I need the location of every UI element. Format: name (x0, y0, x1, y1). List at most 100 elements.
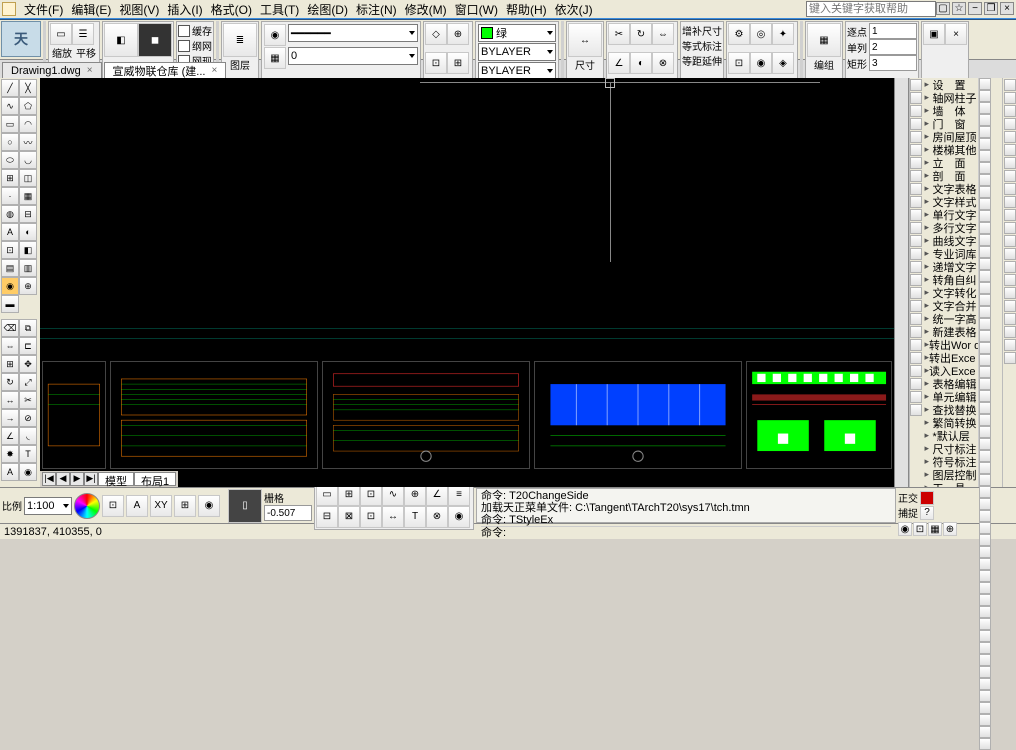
grid-icon[interactable] (979, 198, 991, 210)
ricon[interactable] (910, 313, 922, 325)
menu-file[interactable]: 文件(F) (20, 1, 67, 18)
ricon[interactable] (910, 391, 922, 403)
grid-icon[interactable] (979, 546, 991, 558)
grid-icon[interactable] (979, 642, 991, 654)
mod-text[interactable]: T (19, 445, 37, 463)
help-search-input[interactable] (806, 1, 936, 17)
grid-icon[interactable] (979, 150, 991, 162)
snap-toggle[interactable]: ? (920, 506, 934, 520)
tool-insert[interactable]: ⊞ (1, 169, 19, 187)
ricon[interactable] (910, 235, 922, 247)
tool-xline[interactable]: ╳ (19, 79, 37, 97)
ricon[interactable] (910, 248, 922, 260)
grid-icon[interactable] (979, 126, 991, 138)
linetype-combo[interactable]: ━━━━━━ (288, 24, 418, 42)
layer-zero-combo[interactable]: 0 (288, 47, 418, 65)
sb8[interactable]: ⊟ (316, 506, 338, 528)
ricon[interactable] (1004, 157, 1016, 169)
ricon[interactable] (910, 183, 922, 195)
ricon[interactable] (1004, 118, 1016, 130)
grid-icon[interactable] (979, 630, 991, 642)
layer-manager-button[interactable]: ≣ (223, 23, 257, 57)
grid-icon[interactable] (979, 558, 991, 570)
tool-hatch[interactable]: ▦ (19, 187, 37, 205)
ricon[interactable] (910, 105, 922, 117)
ricon[interactable] (910, 365, 922, 377)
grid-icon[interactable] (979, 714, 991, 726)
grid-icon[interactable] (979, 618, 991, 630)
viewtool-lbl2[interactable]: 平移 (74, 45, 98, 60)
grid-icon[interactable] (979, 330, 991, 342)
tool-ellarc[interactable]: ◡ (19, 151, 37, 169)
dim-lbl-1[interactable]: 增补尺寸 (682, 23, 722, 38)
tool-circle[interactable]: ○ (1, 133, 19, 151)
mod-1[interactable]: ✂ (608, 23, 630, 45)
ricon[interactable] (1004, 352, 1016, 364)
ricon[interactable] (1004, 209, 1016, 221)
tool-polygon[interactable]: ⬠ (19, 97, 37, 115)
grid-icon[interactable] (979, 294, 991, 306)
ricon[interactable] (910, 157, 922, 169)
chk-1[interactable] (178, 25, 190, 37)
tool-region[interactable]: ◍ (1, 205, 19, 223)
sb13[interactable]: ⊗ (426, 506, 448, 528)
mod-4[interactable]: ∠ (608, 52, 630, 74)
grid-icon[interactable] (979, 450, 991, 462)
mod-2[interactable]: ↻ (630, 23, 652, 45)
grid-icon[interactable] (979, 570, 991, 582)
close-icon[interactable]: × (211, 65, 217, 76)
ortho-toggle[interactable] (920, 491, 934, 505)
vertical-scrollbar[interactable] (894, 78, 908, 487)
tool-spline[interactable]: 〰 (19, 133, 37, 151)
sb11[interactable]: ↔ (382, 506, 404, 528)
tool-block[interactable]: ◫ (19, 169, 37, 187)
ricon[interactable] (910, 118, 922, 130)
viewtool-1[interactable]: ▭ (50, 23, 72, 45)
menu-window[interactable]: 窗口(W) (451, 1, 502, 18)
mod-rotate[interactable]: ↻ (1, 373, 19, 391)
tool-table[interactable]: ⊟ (19, 205, 37, 223)
grid-icon[interactable] (979, 678, 991, 690)
sb10[interactable]: ⊡ (360, 506, 382, 528)
ricon[interactable] (910, 209, 922, 221)
info-icon[interactable]: ▢ (936, 2, 950, 15)
mod-trim[interactable]: ✂ (19, 391, 37, 409)
tool-extra6[interactable]: ▬ (1, 295, 19, 313)
ricon[interactable] (910, 287, 922, 299)
mod-mirror[interactable]: ⇔ (1, 337, 19, 355)
thumb-3[interactable] (322, 361, 530, 469)
grid-icon[interactable] (979, 654, 991, 666)
grid-icon[interactable] (979, 114, 991, 126)
grid-icon[interactable] (979, 426, 991, 438)
grid-icon[interactable] (979, 318, 991, 330)
doc-tab-2[interactable]: 宣威物联仓库 (建...× (104, 62, 227, 78)
snap-2[interactable]: ⊕ (447, 23, 469, 45)
ricon[interactable] (910, 144, 922, 156)
tool-rect[interactable]: ▭ (1, 115, 19, 133)
grid-icon[interactable] (979, 702, 991, 714)
group-btn[interactable]: ▦ (807, 23, 841, 57)
st-2[interactable]: A (126, 495, 148, 517)
mod-copy[interactable]: ⧉ (19, 319, 37, 337)
thumb-1[interactable] (42, 361, 106, 469)
cmd-prompt[interactable]: 命令: (481, 526, 891, 539)
st-1[interactable]: ⊡ (102, 495, 124, 517)
grid-icon[interactable] (979, 78, 991, 90)
grid-icon[interactable] (979, 402, 991, 414)
ricon[interactable] (1004, 131, 1016, 143)
ricon[interactable] (1004, 313, 1016, 325)
grid-icon[interactable] (979, 366, 991, 378)
doc-tab-1[interactable]: Drawing1.dwg× (2, 62, 102, 78)
ricon[interactable] (1004, 235, 1016, 247)
star-icon[interactable]: ☆ (952, 2, 966, 15)
grid-icon[interactable] (979, 738, 991, 750)
ricon[interactable] (910, 222, 922, 234)
misc-5[interactable]: ◉ (750, 52, 772, 74)
mod-6[interactable]: ⊗ (652, 52, 674, 74)
elev-input[interactable] (264, 505, 312, 521)
grid-icon[interactable] (979, 138, 991, 150)
tool-mtext[interactable]: A (1, 223, 19, 241)
misc-4[interactable]: ⊡ (728, 52, 750, 74)
grid-icon[interactable] (979, 234, 991, 246)
ricon[interactable] (1004, 92, 1016, 104)
